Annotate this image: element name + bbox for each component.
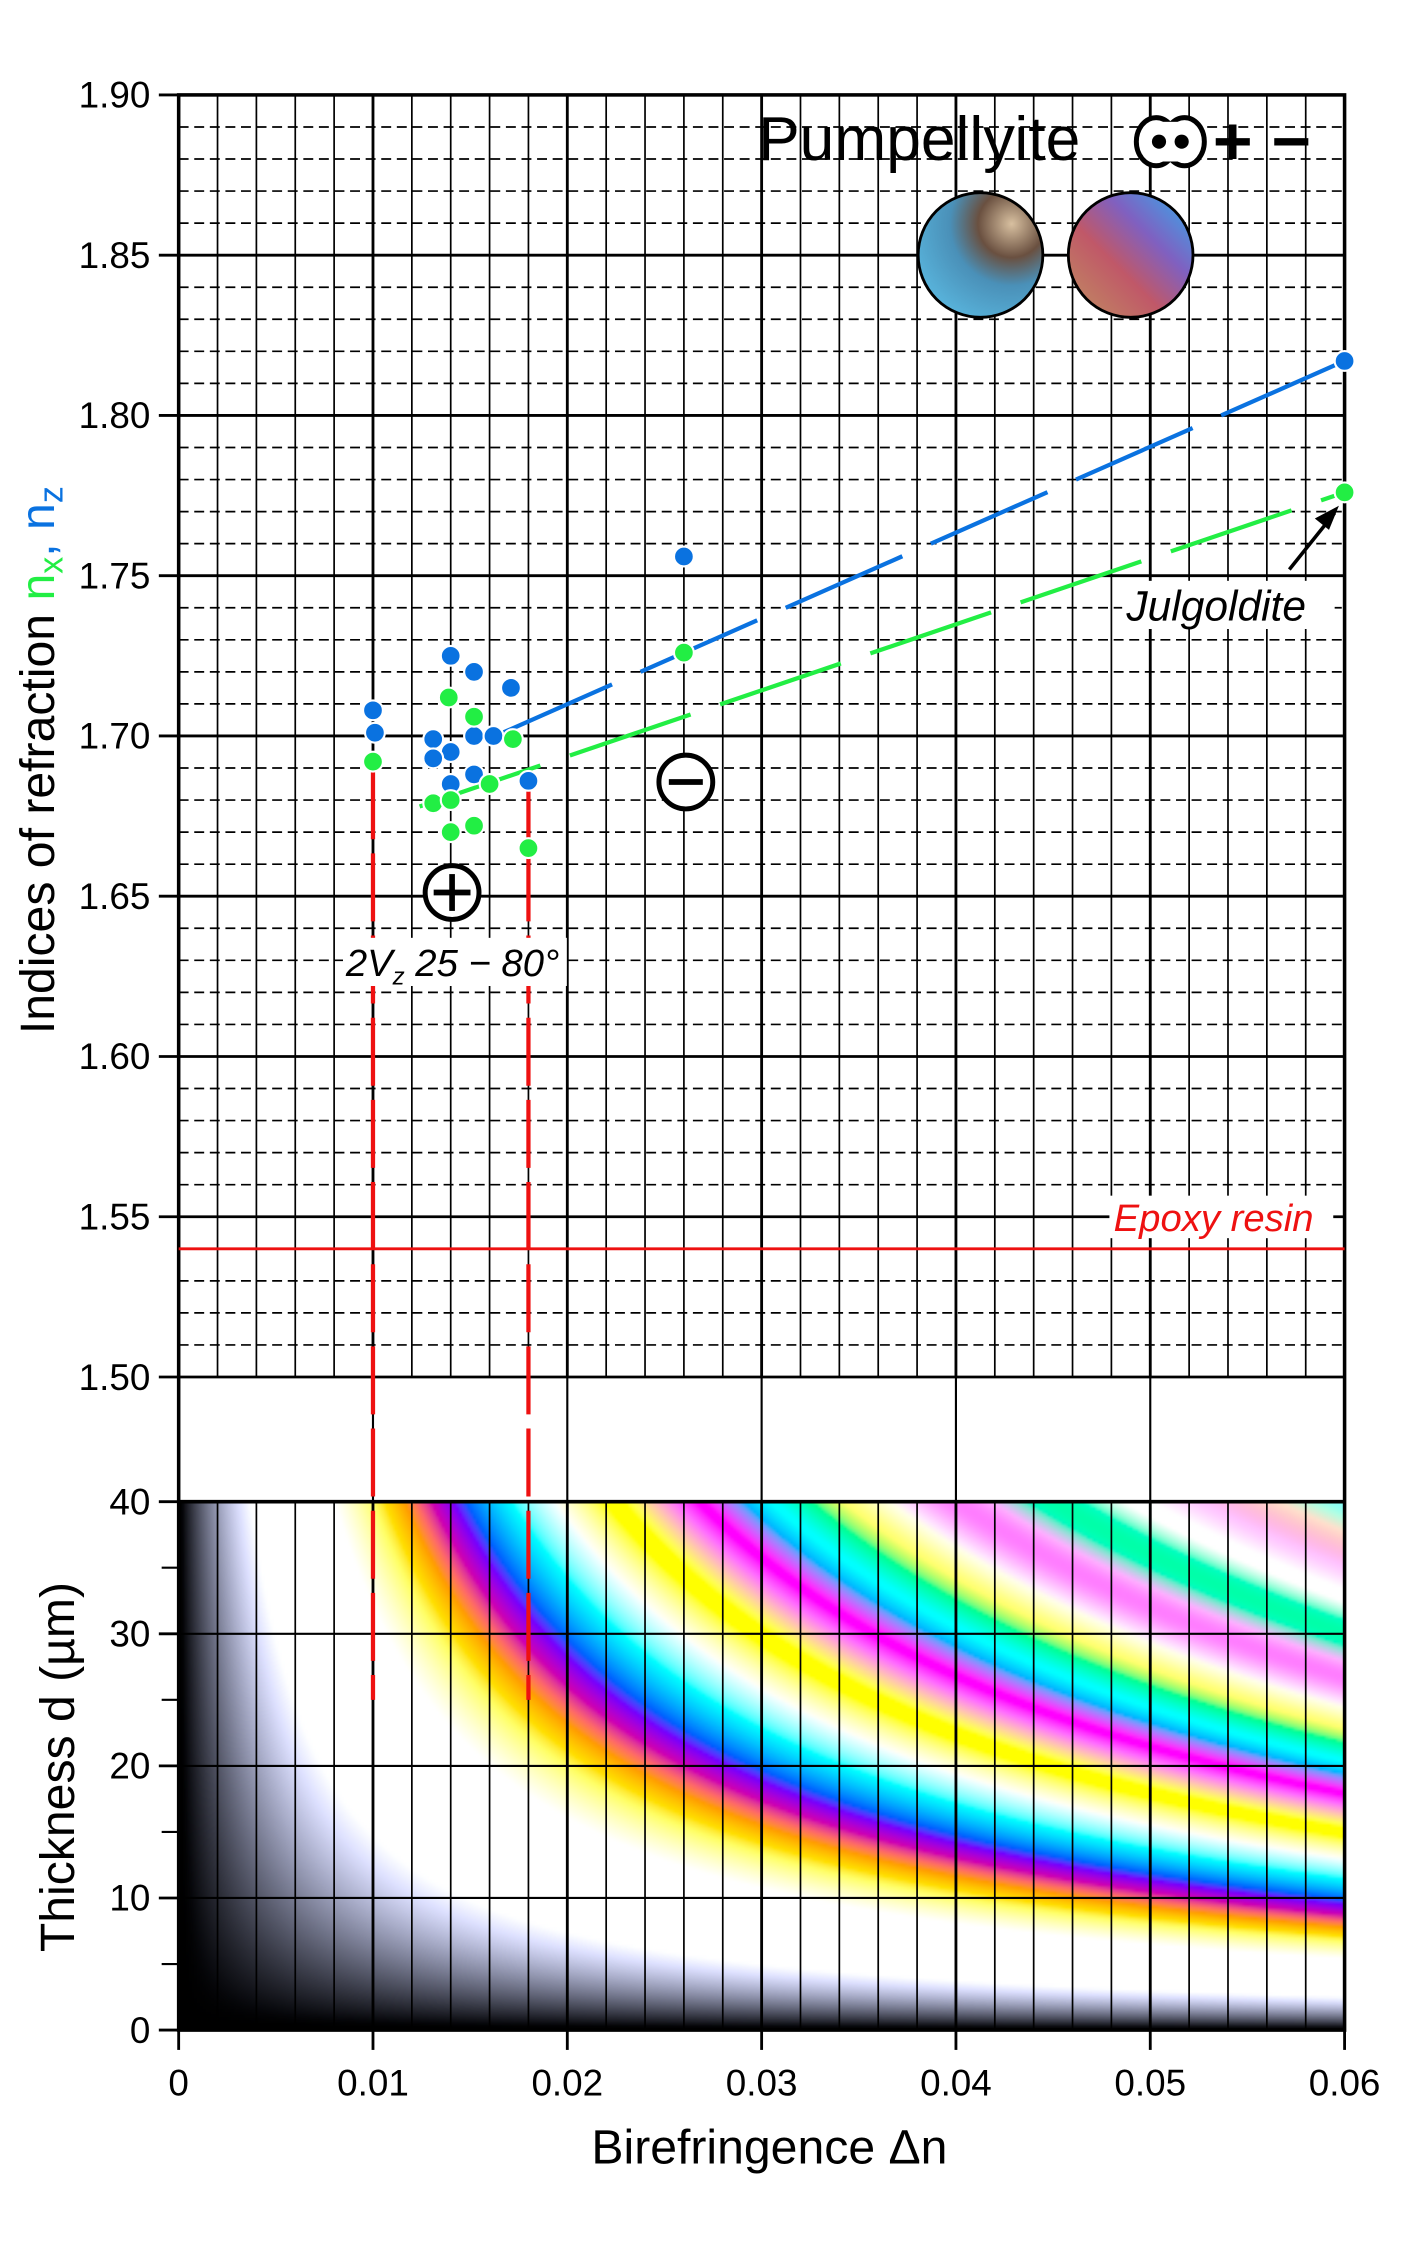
tick-label-y: 1.65 [79, 876, 151, 917]
tick-label-y-bottom: 10 [109, 1878, 150, 1919]
data-point-nz [463, 660, 486, 683]
data-point-nz [439, 644, 462, 667]
data-point-nz [422, 747, 445, 770]
data-point-nx [501, 728, 524, 751]
2vz-label: 2Vz 25 − 80° [345, 942, 559, 991]
data-point-nx [672, 641, 695, 664]
chart-title: Pumpellyite [758, 105, 1080, 174]
data-point-nz [517, 769, 540, 792]
data-point-nz [463, 724, 486, 747]
data-point-nx [362, 750, 384, 773]
tick-label-x: 0.01 [337, 2062, 409, 2103]
data-point-nx [1333, 481, 1356, 504]
x-axis-label: Birefringence Δn [591, 2120, 947, 2174]
data-point-nz [672, 545, 695, 568]
negative-sign-icon [656, 752, 716, 812]
tick-label-y: 1.80 [79, 395, 151, 436]
tick-label-x: 0 [168, 2062, 188, 2103]
data-point-nx [437, 686, 460, 709]
y-axis-label-top: Indices of refraction nx, nz [11, 486, 71, 1034]
data-point-nz [1333, 349, 1356, 372]
data-point-nx [439, 789, 462, 812]
data-marks [178, 349, 1356, 1700]
data-point-nz [463, 763, 486, 786]
positive-sign-icon [422, 863, 482, 922]
axis-ticks: 1.50 1.55 1.60 1.65 1.70 1.75 1.80 1.85 1.90 0 10 2… [79, 75, 1381, 2104]
tick-label-y-bottom: 0 [130, 2010, 150, 2051]
tick-label-y: 1.75 [79, 555, 151, 596]
tick-label-y: 1.50 [79, 1357, 151, 1398]
tick-label-x: 0.02 [531, 2062, 603, 2103]
epoxy-resin-label: Epoxy resin [1114, 1197, 1314, 1240]
data-point-nx [422, 792, 445, 815]
data-point-nz [482, 724, 505, 747]
tick-label-x: 0.03 [726, 2062, 798, 2103]
optic-figure-icon [1133, 115, 1207, 169]
optic-sign-symbols: + − [1213, 103, 1311, 179]
tick-label-y: 1.85 [79, 235, 151, 276]
data-point-nz [422, 728, 445, 751]
tick-label-y: 1.90 [79, 75, 151, 116]
data-point-nz [499, 676, 522, 699]
interference-figure-image-1 [916, 191, 1045, 319]
tick-label-y: 1.55 [79, 1196, 151, 1237]
data-point-nx [463, 705, 486, 728]
tick-label-y-bottom: 30 [109, 1614, 150, 1655]
trend-line-nz [494, 359, 1346, 738]
tick-label-y-bottom: 40 [109, 1481, 150, 1522]
tick-label-y: 1.60 [79, 1036, 151, 1077]
julgoldite-label: Julgoldite [1125, 584, 1306, 631]
tick-label-x: 0.05 [1114, 2062, 1186, 2103]
interference-figure-image-2 [1066, 191, 1195, 319]
data-point-nz [362, 699, 384, 722]
arrow-head-icon [1314, 505, 1339, 530]
data-point-nx [478, 773, 501, 796]
tick-label-y-bottom: 20 [109, 1746, 150, 1787]
data-point-nx [517, 837, 540, 860]
data-point-nx [463, 814, 486, 837]
tick-label-y: 1.70 [79, 716, 151, 757]
data-point-nx [439, 821, 462, 844]
data-point-nz [363, 721, 386, 744]
tick-label-x: 0.04 [920, 2062, 992, 2103]
trend-line-nx [418, 490, 1346, 809]
tick-label-x: 0.06 [1309, 2062, 1381, 2103]
y-axis-label-bottom: Thickness d (µm) [31, 1582, 85, 1952]
